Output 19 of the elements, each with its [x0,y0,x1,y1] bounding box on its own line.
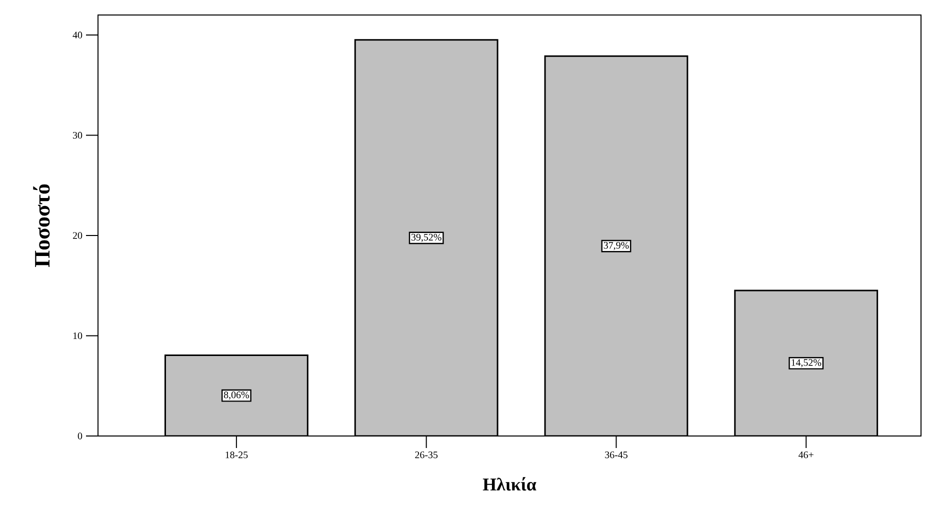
y-tick-label: 20 [72,232,82,239]
bar [164,354,308,436]
bar [734,290,878,436]
x-tick-label: 46+ [798,452,814,458]
y-axis-title: Ποσοστό [33,184,50,268]
y-tick-label: 40 [72,32,82,38]
y-tick-label: 10 [73,332,82,340]
data-label: 8,06% [224,392,249,400]
data-label: 14,52% [792,359,822,368]
bar [544,55,688,436]
x-tick-label: 18-25 [226,452,248,458]
x-axis-title: Ηλικία [482,477,536,491]
data-label: 37,9% [604,242,629,250]
y-tick-label: 30 [73,132,82,139]
x-tick-label: 36-45 [605,452,628,458]
bar [355,40,498,436]
y-tick-label: 0 [78,432,82,440]
data-label: 39,52% [411,234,442,242]
x-tick-label: 26-35 [415,452,438,458]
